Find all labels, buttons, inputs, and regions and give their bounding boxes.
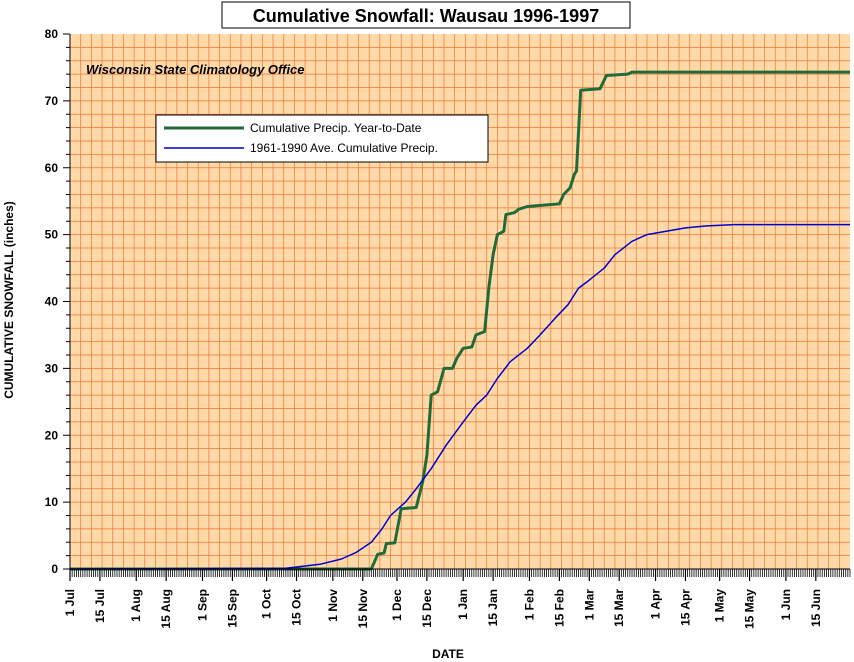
x-tick-label: 15 Mar	[612, 589, 626, 627]
legend: Cumulative Precip. Year-to-Date 1961-199…	[155, 114, 489, 163]
x-tick-label: 1 Jun	[779, 589, 793, 620]
y-tick-label: 0	[51, 562, 58, 576]
x-tick-label: 15 Oct	[290, 589, 304, 626]
chart-title: Cumulative Snowfall: Wausau 1996-1997	[253, 6, 599, 26]
y-tick-label: 50	[45, 228, 59, 242]
y-tick-label: 20	[45, 428, 59, 442]
x-tick-label: 1 Jul	[63, 589, 77, 616]
y-tick-label: 30	[45, 361, 59, 375]
legend-label-average: 1961-1990 Ave. Cumulative Precip.	[250, 141, 438, 155]
y-tick-label: 10	[45, 495, 59, 509]
y-tick-label: 80	[45, 27, 59, 41]
x-tick-label: 1 Jan	[456, 589, 470, 620]
series-line-average	[69, 223, 850, 570]
source-annotation: Wisconsin State Climatology Office	[86, 62, 305, 77]
x-tick-label: 1 May	[713, 589, 727, 623]
x-tick-label: 1 Nov	[326, 589, 340, 622]
x-tick-label: 15 Dec	[420, 589, 434, 628]
x-tick-label: 1 Apr	[649, 589, 663, 620]
y-tick-label: 60	[45, 161, 59, 175]
x-tick-label: 1 Aug	[129, 589, 143, 622]
x-tick-label: 1 Mar	[582, 589, 596, 621]
x-tick-label: 15 May	[743, 589, 757, 629]
x-tick-label: 15 Sep	[225, 589, 239, 628]
chart-title-box: Cumulative Snowfall: Wausau 1996-1997	[221, 1, 631, 29]
series-lines	[69, 70, 850, 571]
y-tick-label: 40	[45, 295, 59, 309]
x-axis-title: DATE	[432, 647, 464, 661]
x-tick-label: 15 Jan	[486, 589, 500, 626]
x-tick-label: 15 Aug	[159, 589, 173, 629]
y-axis-ticks: 0 10 20 30 40 50 60 70 80	[45, 27, 70, 576]
x-tick-label: 1 Sep	[195, 589, 209, 621]
legend-label-ytd: Cumulative Precip. Year-to-Date	[250, 121, 422, 135]
y-tick-label: 70	[45, 94, 59, 108]
x-tick-label: 15 Apr	[678, 589, 692, 626]
x-tick-label: 1 Feb	[522, 589, 536, 620]
x-axis-ticks: 1 Jul 15 Jul 1 Aug 15 Aug 1 Sep 15 Sep 1 Oct 15…	[63, 569, 851, 629]
x-tick-label: 1 Oct	[260, 589, 274, 619]
y-axis-title: CUMULATIVE SNOWFALL (inches)	[2, 201, 16, 399]
x-tick-label: 15 Jul	[93, 589, 107, 623]
x-tick-label: 15 Nov	[356, 589, 370, 629]
x-tick-label: 1 Dec	[390, 589, 404, 621]
x-tick-label: 15 Feb	[552, 589, 566, 627]
grid	[70, 34, 850, 569]
x-tick-label: 15 Jun	[809, 589, 823, 627]
series-line-year-to-date	[70, 70, 850, 571]
